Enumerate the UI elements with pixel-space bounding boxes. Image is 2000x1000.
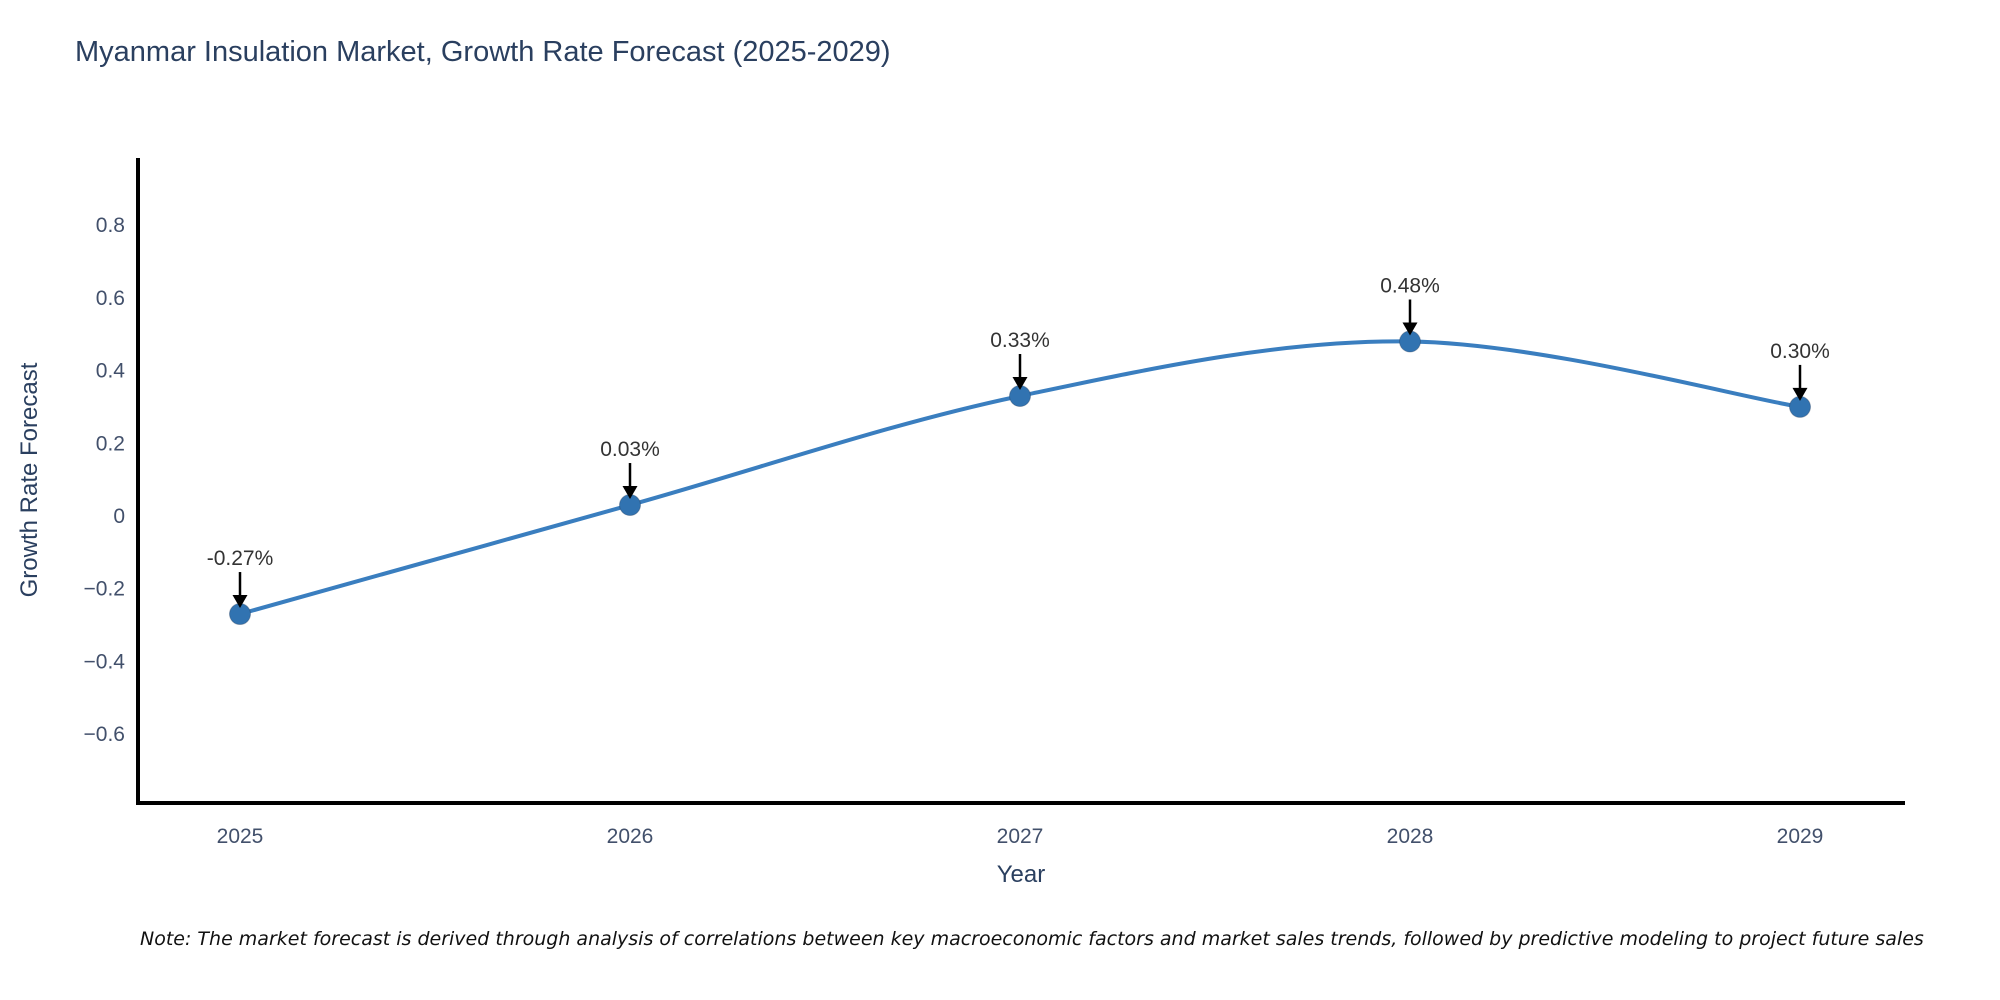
point-annotation-label: 0.03% bbox=[600, 438, 660, 461]
y-tick-label: 0 bbox=[113, 505, 125, 528]
annotation-arrowhead-icon bbox=[232, 595, 248, 609]
y-tick-label: −0.4 bbox=[84, 650, 126, 673]
y-tick-label: 0.6 bbox=[96, 287, 125, 310]
annotation-arrowhead-icon bbox=[622, 486, 638, 500]
footnote: Note: The market forecast is derived thr… bbox=[140, 928, 1924, 950]
chart-title: Myanmar Insulation Market, Growth Rate F… bbox=[75, 36, 891, 68]
annotation-arrowhead-icon bbox=[1792, 387, 1808, 401]
y-tick-label: 0.4 bbox=[96, 360, 126, 383]
y-tick-label: −0.6 bbox=[84, 723, 125, 746]
y-axis-title: Growth Rate Forecast bbox=[16, 362, 43, 598]
x-axis-title: Year bbox=[996, 861, 1046, 888]
annotation-arrowhead-icon bbox=[1012, 377, 1028, 391]
y-tick-label: 0.2 bbox=[96, 432, 125, 455]
annotation-arrowhead-icon bbox=[1402, 322, 1418, 336]
y-tick-label: 0.8 bbox=[96, 214, 125, 237]
x-tick-label: 2027 bbox=[997, 825, 1044, 848]
point-annotation-label: 0.30% bbox=[1770, 340, 1830, 363]
y-tick-label: −0.2 bbox=[84, 578, 125, 601]
x-tick-label: 2026 bbox=[607, 825, 654, 848]
point-annotation-label: 0.33% bbox=[990, 329, 1050, 352]
x-tick-label: 2029 bbox=[1777, 825, 1824, 848]
point-annotation-label: -0.27% bbox=[207, 547, 274, 570]
x-tick-label: 2028 bbox=[1387, 825, 1434, 848]
x-tick-label: 2025 bbox=[217, 825, 264, 848]
point-annotation-label: 0.48% bbox=[1380, 275, 1440, 298]
